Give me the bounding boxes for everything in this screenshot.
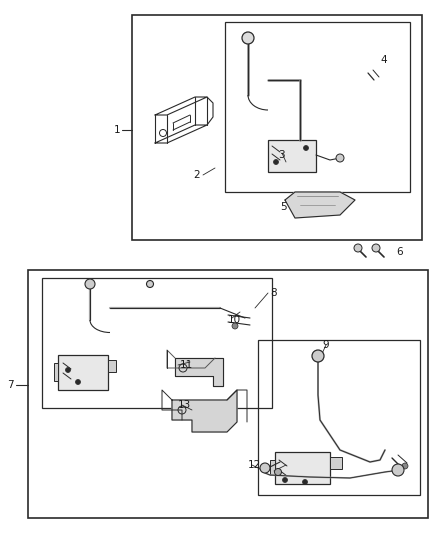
- Circle shape: [273, 159, 279, 165]
- Circle shape: [242, 32, 254, 44]
- Text: 12: 12: [248, 460, 261, 470]
- Circle shape: [354, 244, 362, 252]
- Bar: [54, 363, 58, 381]
- Bar: [132, 15, 422, 240]
- Circle shape: [66, 367, 71, 373]
- Text: 10: 10: [228, 315, 241, 325]
- Circle shape: [232, 323, 238, 329]
- Text: 13: 13: [178, 400, 191, 410]
- Bar: [225, 22, 410, 192]
- Text: 9: 9: [322, 340, 328, 350]
- Text: 1: 1: [113, 125, 120, 135]
- Bar: [275, 452, 330, 484]
- Bar: [58, 355, 108, 390]
- Text: 6: 6: [396, 247, 403, 257]
- Polygon shape: [175, 358, 223, 386]
- Bar: [42, 278, 272, 408]
- Circle shape: [372, 244, 380, 252]
- Circle shape: [283, 478, 287, 482]
- Bar: [268, 140, 316, 172]
- Text: 11: 11: [180, 360, 193, 370]
- Text: 2: 2: [193, 170, 200, 180]
- Circle shape: [303, 480, 307, 484]
- Circle shape: [275, 469, 282, 475]
- Bar: [330, 457, 342, 469]
- Circle shape: [260, 463, 270, 473]
- Circle shape: [402, 463, 408, 469]
- Circle shape: [75, 379, 81, 384]
- Circle shape: [312, 350, 324, 362]
- Bar: [28, 270, 428, 518]
- Text: 7: 7: [7, 380, 14, 390]
- Text: 3: 3: [278, 150, 285, 160]
- Text: 4: 4: [380, 55, 387, 65]
- Bar: [258, 340, 420, 495]
- Circle shape: [85, 279, 95, 289]
- Circle shape: [336, 154, 344, 162]
- Polygon shape: [285, 192, 355, 218]
- Bar: [270, 460, 275, 475]
- Text: 5: 5: [280, 202, 286, 212]
- Polygon shape: [172, 390, 237, 432]
- Circle shape: [146, 280, 153, 287]
- Circle shape: [304, 146, 308, 150]
- Bar: [108, 360, 116, 372]
- Text: 8: 8: [270, 288, 277, 298]
- Circle shape: [392, 464, 404, 476]
